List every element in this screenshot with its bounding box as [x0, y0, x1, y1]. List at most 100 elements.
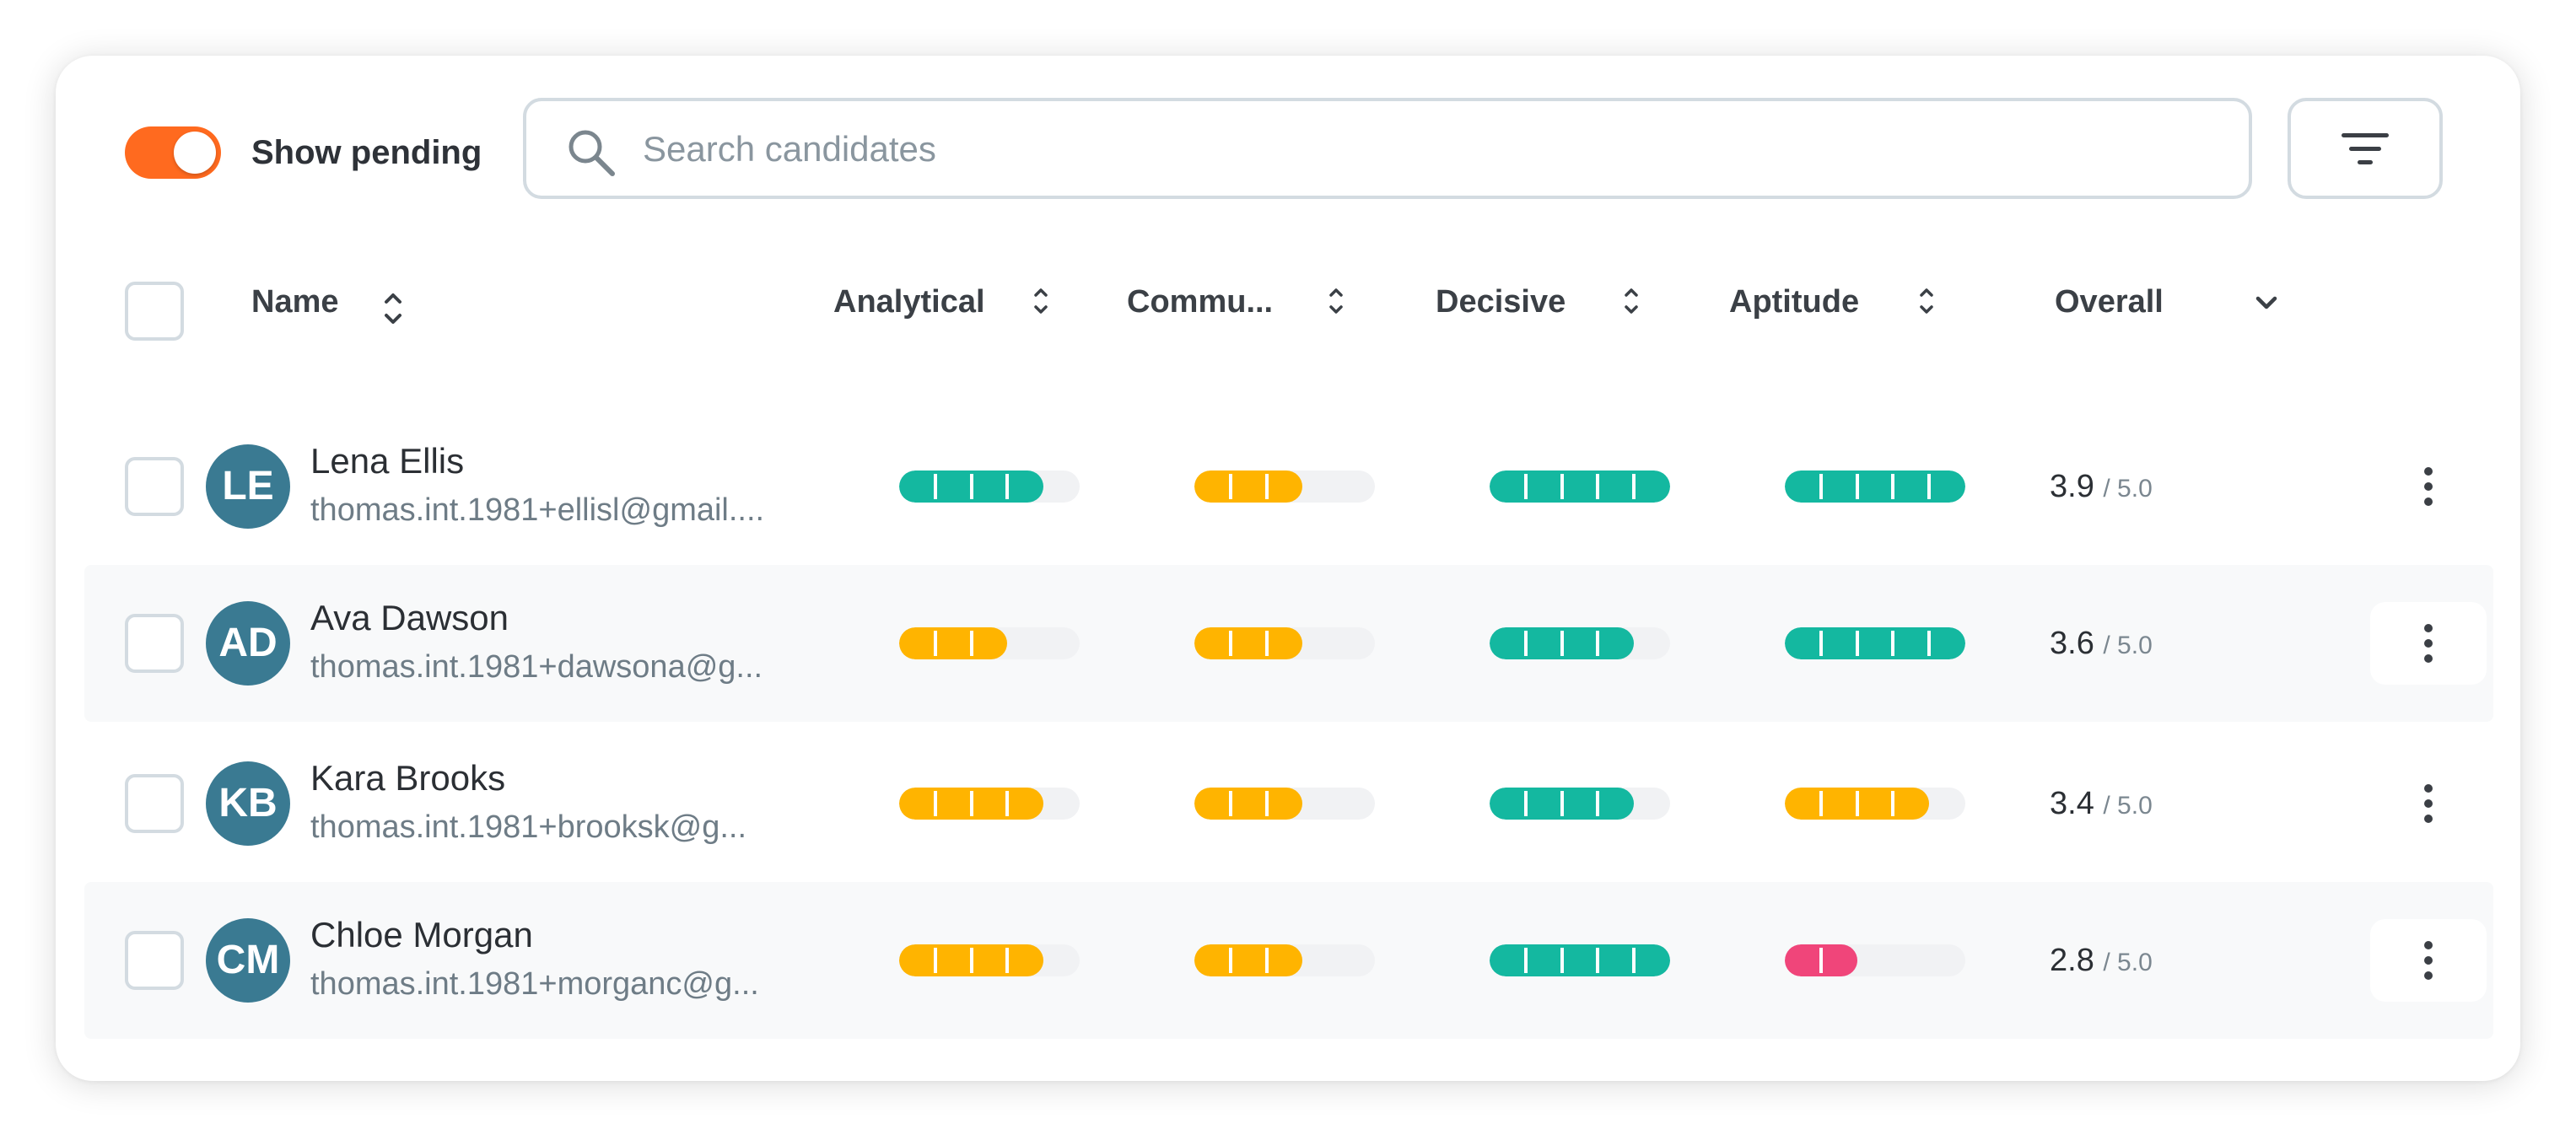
score-bar-fill	[1194, 471, 1303, 503]
overall-value: 2.8	[2050, 943, 2094, 978]
score-segment-divider	[1264, 948, 1269, 973]
column-header-analytical[interactable]: Analytical	[833, 284, 985, 320]
overall-value: 3.4	[2050, 786, 2094, 821]
score-segment-divider	[1228, 631, 1232, 656]
score-bar-fill	[1194, 627, 1303, 659]
score-bar-fill	[1785, 627, 1965, 659]
score-bar	[1785, 944, 1965, 976]
candidate-name[interactable]: Chloe Morgan	[310, 915, 533, 954]
score-segment-divider	[1264, 631, 1269, 656]
score-segment-divider	[1523, 474, 1528, 499]
score-segment-divider	[1927, 631, 1932, 656]
score-segment-divider	[1005, 474, 1010, 499]
candidate-email: thomas.int.1981+morganc@g...	[310, 966, 759, 1002]
toggle-knob	[174, 132, 216, 174]
score-segment-divider	[1819, 474, 1823, 499]
score-segment-divider	[1819, 631, 1823, 656]
score-bar-fill	[1490, 471, 1670, 503]
candidate-name[interactable]: Lena Ellis	[310, 441, 465, 481]
more-options-button[interactable]	[2370, 762, 2487, 845]
score-segment-divider	[1228, 474, 1232, 499]
score-bar	[899, 471, 1080, 503]
score-segment-divider	[969, 474, 973, 499]
score-segment-divider	[1264, 474, 1269, 499]
score-segment-divider	[1855, 631, 1859, 656]
filter-button[interactable]	[2288, 98, 2443, 199]
column-header-communication[interactable]: Commu...	[1127, 284, 1274, 320]
more-options-button[interactable]	[2370, 602, 2487, 685]
row-checkbox[interactable]	[125, 774, 184, 833]
candidates-card: Show pending Name Analytical Commu... De…	[56, 56, 2520, 1081]
select-all-checkbox[interactable]	[125, 282, 184, 341]
score-segment-divider	[969, 791, 973, 816]
sort-icon[interactable]	[381, 288, 405, 329]
search-box[interactable]	[523, 98, 2252, 199]
score-segment-divider	[1005, 948, 1010, 973]
search-input[interactable]	[641, 118, 2205, 180]
score-segment-divider	[1855, 791, 1859, 816]
column-header-aptitude[interactable]: Aptitude	[1729, 284, 1860, 320]
more-options-button[interactable]	[2370, 445, 2487, 528]
score-bar-fill	[1194, 944, 1303, 976]
sort-icon[interactable]	[1031, 285, 1051, 319]
score-segment-divider	[1596, 631, 1600, 656]
show-pending-label: Show pending	[251, 134, 482, 171]
row-checkbox[interactable]	[125, 931, 184, 990]
sort-icon[interactable]	[1916, 285, 1937, 319]
row-checkbox[interactable]	[125, 614, 184, 673]
score-bar	[1490, 788, 1670, 820]
score-bar	[1490, 471, 1670, 503]
overall-score: 2.8 / 5.0	[2050, 940, 2153, 983]
score-segment-divider	[1228, 948, 1232, 973]
score-segment-divider	[1523, 631, 1528, 656]
sort-icon[interactable]	[1621, 285, 1641, 319]
score-segment-divider	[1560, 791, 1564, 816]
overall-value: 3.6	[2050, 626, 2094, 661]
score-segment-divider	[1632, 474, 1636, 499]
row-checkbox[interactable]	[125, 457, 184, 516]
chevron-down-icon[interactable]	[2254, 293, 2279, 314]
candidate-name[interactable]: Ava Dawson	[310, 598, 509, 637]
score-segment-divider	[1560, 948, 1564, 973]
overall-max: / 5.0	[2103, 792, 2153, 820]
score-segment-divider	[1264, 791, 1269, 816]
score-bar-fill	[1785, 471, 1965, 503]
more-options-button[interactable]	[2370, 919, 2487, 1002]
score-segment-divider	[1523, 791, 1528, 816]
score-bar	[899, 944, 1080, 976]
score-segment-divider	[933, 791, 937, 816]
score-segment-divider	[969, 948, 973, 973]
score-segment-divider	[933, 631, 937, 656]
score-bar	[1490, 944, 1670, 976]
avatar: LE	[206, 444, 290, 529]
score-bar-fill	[899, 627, 1008, 659]
show-pending-toggle[interactable]	[125, 126, 221, 179]
score-segment-divider	[1891, 791, 1895, 816]
overall-max: / 5.0	[2103, 949, 2153, 976]
candidate-email: thomas.int.1981+ellisl@gmail....	[310, 492, 765, 528]
candidate-name[interactable]: Kara Brooks	[310, 758, 506, 798]
avatar: AD	[206, 601, 290, 686]
column-header-name[interactable]: Name	[251, 284, 339, 320]
candidate-email: thomas.int.1981+dawsona@g...	[310, 649, 763, 685]
score-segment-divider	[1523, 948, 1528, 973]
avatar: CM	[206, 918, 290, 1003]
score-segment-divider	[1596, 948, 1600, 973]
column-header-overall[interactable]: Overall	[2055, 284, 2164, 320]
overall-score: 3.6 / 5.0	[2050, 623, 2153, 666]
score-segment-divider	[933, 948, 937, 973]
score-bar	[899, 627, 1080, 659]
score-bar-fill	[1194, 788, 1303, 820]
score-bar	[1194, 788, 1375, 820]
column-header-decisive[interactable]: Decisive	[1436, 284, 1566, 320]
score-segment-divider	[1560, 474, 1564, 499]
score-segment-divider	[1632, 948, 1636, 973]
sort-icon[interactable]	[1326, 285, 1346, 319]
avatar: KB	[206, 761, 290, 846]
score-segment-divider	[1596, 474, 1600, 499]
overall-max: / 5.0	[2103, 632, 2153, 659]
score-segment-divider	[933, 474, 937, 499]
overall-score: 3.9 / 5.0	[2050, 466, 2153, 509]
search-icon	[569, 130, 615, 176]
score-bar	[1785, 788, 1965, 820]
